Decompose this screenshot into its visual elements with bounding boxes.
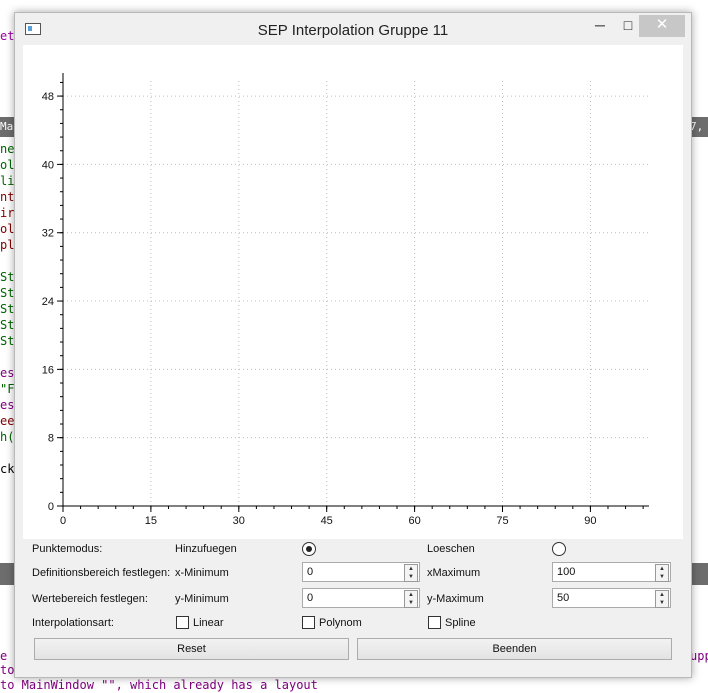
x-tick-label: 75 — [496, 515, 508, 527]
code-line: St — [0, 286, 15, 300]
code-line: ne — [0, 142, 15, 156]
code-line: h( — [0, 430, 15, 444]
code-line: ee — [0, 414, 15, 428]
loeschen-radio[interactable] — [552, 542, 566, 556]
code-line: nt — [0, 190, 15, 204]
spin-up-arrow-icon[interactable]: ▲ — [408, 566, 414, 572]
y-minimum-spinbox[interactable]: 0 ▲ ▼ — [302, 588, 420, 608]
x-minimum-spinbox[interactable]: 0 ▲ ▼ — [302, 562, 420, 582]
editor-tab-label-right: 7, C — [690, 120, 704, 133]
hinzufuegen-label: Hinzufuegen — [175, 543, 237, 555]
code-line: es — [0, 398, 15, 412]
spin-down-arrow-icon[interactable]: ▼ — [408, 574, 414, 580]
editor-status-strip — [0, 563, 14, 585]
punktemodus-label: Punktemodus: — [32, 543, 103, 555]
window-title: SEP Interpolation Gruppe 11 — [257, 22, 449, 39]
interpolationsart-label: Interpolationsart: — [32, 617, 114, 629]
hinzufuegen-radio[interactable] — [302, 542, 316, 556]
y-tick-label: 8 — [48, 433, 54, 445]
editor-tab-strip — [0, 117, 14, 137]
code-line: ol — [0, 158, 15, 172]
code-line: to — [0, 663, 15, 677]
y-maximum-spinbox[interactable]: 50 ▲ ▼ — [552, 588, 671, 608]
y-minimum-label: y-Minimum — [175, 593, 229, 605]
code-line: et — [0, 29, 15, 43]
y-maximum-label: y-Maximum — [427, 593, 484, 605]
code-line: St — [0, 270, 15, 284]
client-area: 0 15 30 45 60 75 90 0 8 16 24 32 40 48 Punktemodus: H… — [23, 45, 683, 669]
code-line: "F — [0, 382, 15, 396]
x-maximum-spinbox[interactable]: 100 ▲ ▼ — [552, 562, 671, 582]
code-fragment-right: upp — [690, 649, 708, 663]
editor-tab-strip-right — [690, 117, 708, 137]
code-line: pl — [0, 238, 15, 252]
loeschen-label: Loeschen — [427, 543, 475, 555]
interpolation-plot[interactable]: 0 15 30 45 60 75 90 0 8 16 24 32 40 48 — [23, 45, 683, 539]
spline-label: Spline — [445, 617, 476, 629]
beenden-button[interactable]: Beenden — [357, 638, 672, 660]
spin-buttons: ▲ ▼ — [404, 590, 418, 608]
x-minimum-value: 0 — [307, 566, 314, 578]
code-line: e — [0, 649, 8, 663]
spline-checkbox[interactable] — [428, 616, 441, 629]
code-line: ol — [0, 222, 15, 236]
y-tick-label: 48 — [42, 91, 54, 103]
definitionsbereich-label: Definitionsbereich festlegen: — [32, 567, 171, 579]
y-tick-label: 24 — [42, 296, 54, 308]
x-maximum-value: 100 — [557, 566, 576, 578]
x-maximum-label: xMaximum — [427, 567, 481, 579]
spin-down-arrow-icon[interactable]: ▼ — [408, 600, 414, 606]
plot-canvas[interactable]: 0 15 30 45 60 75 90 0 8 16 24 32 40 48 — [23, 45, 683, 539]
spin-buttons: ▲ ▼ — [655, 590, 669, 608]
reset-button[interactable]: Reset — [34, 638, 349, 660]
spin-buttons: ▲ ▼ — [655, 564, 669, 582]
minimize-button[interactable]: ─ — [595, 17, 605, 33]
polynom-checkbox[interactable] — [302, 616, 315, 629]
code-line: St — [0, 302, 15, 316]
spin-up-arrow-icon[interactable]: ▲ — [659, 592, 665, 598]
code-line: ir — [0, 206, 15, 220]
app-window-icon — [25, 23, 41, 35]
spin-down-arrow-icon[interactable]: ▼ — [659, 600, 665, 606]
code-line: St — [0, 334, 15, 348]
app-window: SEP Interpolation Gruppe 11 ─ □ ✕ 0 15 30 4… — [14, 12, 692, 678]
spin-up-arrow-icon[interactable]: ▲ — [408, 592, 414, 598]
editor-status-strip-right — [690, 563, 708, 585]
polynom-label: Polynom — [319, 617, 362, 629]
code-line: St — [0, 318, 15, 332]
y-tick-label: 40 — [42, 159, 54, 171]
x-tick-label: 90 — [584, 515, 596, 527]
code-line: ck — [0, 462, 15, 476]
code-line: li — [0, 174, 15, 188]
x-minimum-label: x-Minimum — [175, 567, 229, 579]
y-tick-label: 0 — [48, 501, 54, 513]
y-minimum-value: 0 — [307, 592, 314, 604]
linear-label: Linear — [193, 617, 224, 629]
spin-buttons: ▲ ▼ — [404, 564, 418, 582]
y-tick-label: 16 — [42, 364, 54, 376]
y-maximum-value: 50 — [557, 592, 570, 604]
y-tick-label: 32 — [42, 228, 54, 240]
close-button[interactable]: ✕ — [639, 15, 685, 37]
spin-down-arrow-icon[interactable]: ▼ — [659, 574, 665, 580]
x-tick-label: 0 — [60, 515, 66, 527]
x-tick-label: 45 — [321, 515, 333, 527]
linear-checkbox[interactable] — [176, 616, 189, 629]
code-line: es — [0, 366, 15, 380]
maximize-button[interactable]: □ — [623, 17, 633, 33]
x-tick-label: 30 — [233, 515, 245, 527]
x-tick-label: 60 — [408, 515, 420, 527]
title-bar[interactable]: SEP Interpolation Gruppe 11 ─ □ ✕ — [15, 13, 691, 45]
wertebereich-label: Wertebereich festlegen: — [32, 593, 148, 605]
x-tick-label: 15 — [145, 515, 157, 527]
error-message-line: to MainWindow "", which already has a la… — [0, 678, 318, 692]
spin-up-arrow-icon[interactable]: ▲ — [659, 566, 665, 572]
